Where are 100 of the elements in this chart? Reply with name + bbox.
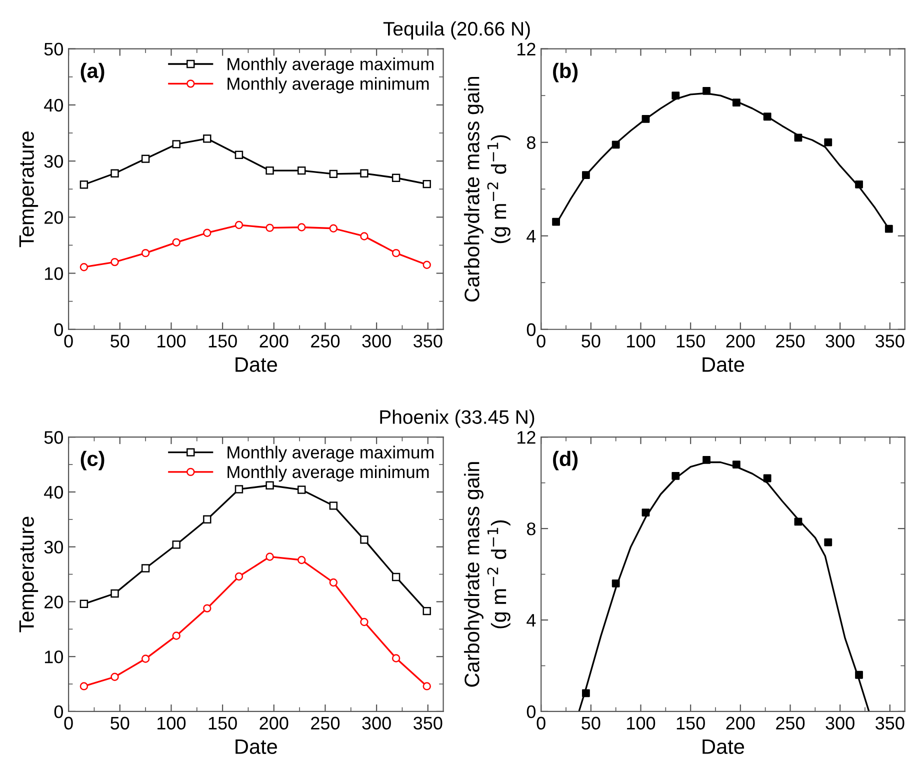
point <box>203 228 212 237</box>
point <box>552 218 560 226</box>
x-tick-label: 50 <box>110 716 130 730</box>
y-tick-label: 12 <box>518 42 536 56</box>
point <box>392 174 400 182</box>
y-tick-label: 4 <box>526 230 536 242</box>
y-tick-label: 30 <box>44 154 63 168</box>
y-axis-title: Carbohydrate mass gain (g m$^{−2}$ d$^{−1}$) <box>464 76 510 302</box>
point <box>672 92 680 100</box>
y-tick-label: 0 <box>54 705 63 718</box>
x-tick-label: 250 <box>776 334 805 348</box>
x-tick-label: 150 <box>208 716 237 730</box>
y-tick-label: 12 <box>518 431 536 444</box>
y-tick-label: 4 <box>526 614 536 627</box>
y-tick-label: 10 <box>44 650 63 664</box>
y-tick-label: 20 <box>44 211 63 224</box>
x-tick-label: 250 <box>311 716 340 730</box>
point <box>298 556 306 564</box>
point <box>110 589 119 598</box>
point <box>360 169 368 178</box>
x-tick-label: 50 <box>110 334 130 348</box>
point <box>855 180 863 188</box>
x-tick-label: 100 <box>627 334 656 348</box>
y-tick-label: 0 <box>54 323 63 336</box>
point <box>172 540 180 549</box>
legend-label: Monthly average minimum <box>228 77 429 94</box>
point <box>203 515 212 524</box>
x-tick-label: 250 <box>311 334 340 348</box>
point <box>763 112 772 121</box>
annotation: (d) <box>553 450 578 470</box>
point <box>266 224 274 232</box>
y-tick-label: 0 <box>526 705 536 718</box>
x-tick-label: 200 <box>726 716 755 730</box>
point <box>141 654 150 663</box>
x-tick-label: 0 <box>536 334 546 348</box>
point <box>732 460 740 468</box>
x-tick-label: 350 <box>876 716 904 730</box>
point <box>234 485 244 494</box>
legend-label: Monthly average minimum <box>228 465 429 482</box>
point <box>794 134 802 142</box>
x-tick-label: 250 <box>776 716 805 730</box>
point <box>172 632 180 640</box>
point <box>80 600 88 608</box>
x-tick-label: 150 <box>208 334 237 348</box>
point <box>80 262 88 272</box>
point <box>360 536 368 544</box>
point <box>702 86 710 95</box>
point <box>141 248 150 258</box>
point <box>203 604 212 612</box>
x-tick-label: 50 <box>582 716 600 730</box>
point <box>298 223 306 232</box>
point <box>794 518 802 526</box>
point <box>824 138 832 146</box>
y-tick-label: 10 <box>44 267 63 280</box>
x-tick-label: 350 <box>414 334 442 348</box>
x-tick-label: 0 <box>64 716 73 730</box>
y-tick-label: 8 <box>526 522 536 536</box>
x-axis-title: Date <box>702 739 744 754</box>
point <box>422 180 431 188</box>
chart-title: Tequila (20.66 N) <box>383 21 530 40</box>
x-axis-title: Date <box>702 357 744 372</box>
point <box>422 260 431 269</box>
y-tick-label: 50 <box>44 431 63 444</box>
point <box>672 472 680 480</box>
point <box>582 689 590 698</box>
y-tick-label: 40 <box>44 98 63 112</box>
x-tick-label: 300 <box>362 334 391 348</box>
point <box>80 682 88 690</box>
x-tick-label: 150 <box>676 334 705 348</box>
point <box>329 224 338 232</box>
point <box>266 166 274 175</box>
point <box>702 456 710 464</box>
legend-label: Monthly average maximum <box>228 58 434 74</box>
x-tick-label: 200 <box>260 716 288 730</box>
point <box>234 572 244 581</box>
point <box>612 579 620 588</box>
y-tick-label: 40 <box>44 486 63 499</box>
y-axis-title: Temperature <box>19 132 38 248</box>
point <box>141 154 150 163</box>
y-axis-title: Temperature <box>19 516 38 632</box>
y-tick-label: 50 <box>44 42 63 56</box>
point <box>884 224 893 233</box>
x-tick-label: 100 <box>158 716 186 730</box>
point <box>582 171 590 180</box>
y-tick-label: 8 <box>526 136 536 150</box>
x-tick-label: 350 <box>876 334 904 348</box>
point <box>298 166 306 175</box>
y-tick-label: 20 <box>44 596 63 608</box>
y-axis-title: Carbohydrate mass gain (g m$^{−2}$ d$^{−1}$) <box>464 462 510 687</box>
point <box>642 115 650 123</box>
chart-title: Phoenix (33.45 N) <box>380 410 534 428</box>
point <box>642 508 650 516</box>
point <box>141 564 150 572</box>
point <box>234 220 244 230</box>
x-axis-title: Date <box>236 739 277 754</box>
point <box>360 232 368 240</box>
point <box>329 502 338 510</box>
point <box>392 248 400 258</box>
annotation: (c) <box>80 450 104 470</box>
point <box>110 672 119 681</box>
